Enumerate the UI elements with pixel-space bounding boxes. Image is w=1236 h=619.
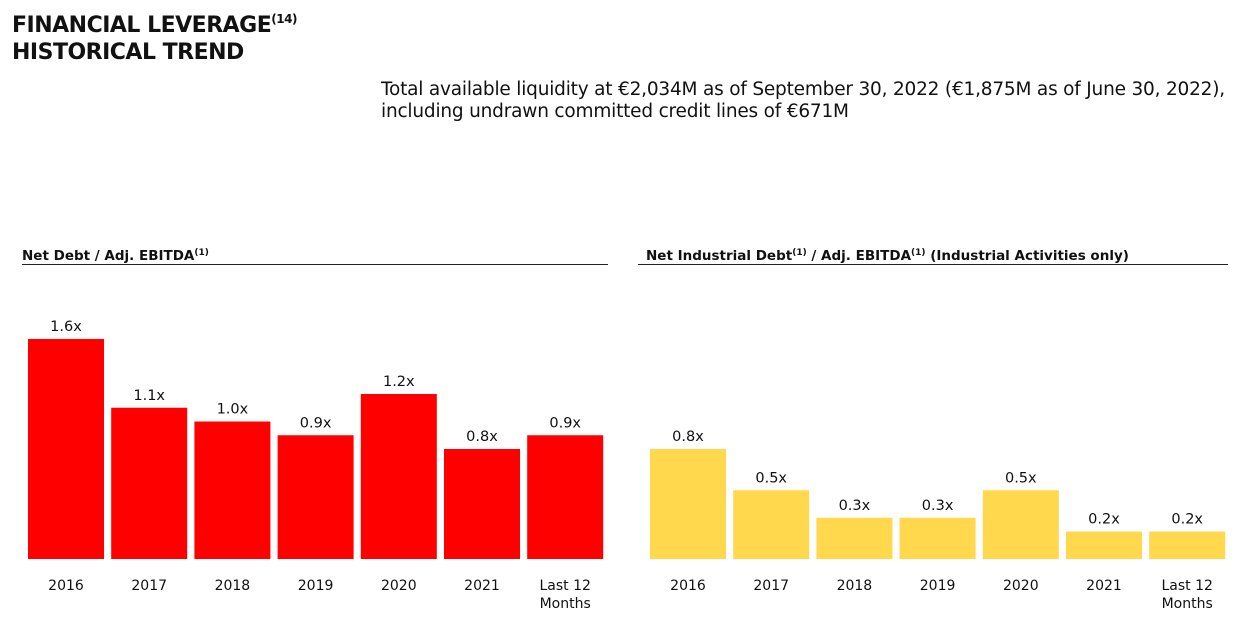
category-label: 2016 (670, 578, 706, 594)
title-line-2: HISTORICAL TREND (12, 40, 244, 65)
left-chart-title-text: Net Debt / Adj. EBITDA (22, 248, 195, 264)
category-label: 2021 (464, 578, 500, 594)
net-debt-chart: 1.6x 2016 1.1x 2017 1.0x 2018 0.9x 2019 1.2x 2020… (28, 319, 604, 612)
bar-value-label: 0.9x (300, 415, 332, 431)
bar-last-12-months (1149, 531, 1226, 559)
liquidity-note: Total available liquidity at €2,034M as … (381, 79, 1225, 122)
bar-2020 (982, 490, 1059, 559)
bar-2020 (360, 394, 437, 559)
category-label: 2017 (753, 578, 789, 594)
bar-value-label: 0.3x (922, 498, 954, 514)
title-footnote-marker: (14) (271, 12, 297, 26)
title-line-1: FINANCIAL LEVERAGE (12, 13, 272, 38)
right-chart-title-text-a: Net Industrial Debt (646, 248, 793, 264)
bar-last-12-months (527, 435, 604, 559)
category-label: 2021 (1086, 578, 1122, 594)
bar-value-label: 0.3x (839, 498, 871, 514)
category-label: 2016 (48, 578, 84, 594)
net-industrial-debt-chart: 0.8x 2016 0.5x 2017 0.3x 2018 0.3x 2019 0.5x 2020… (650, 429, 1226, 612)
category-label: 2020 (381, 578, 417, 594)
bar-value-label: 1.6x (50, 319, 82, 335)
category-label: Last 12 Months (539, 578, 590, 612)
category-label: 2018 (215, 578, 251, 594)
right-chart-title-text-b: / Adj. EBITDA (806, 248, 912, 264)
right-chart-title-footnote-2: (1) (911, 248, 926, 258)
left-chart-title: Net Debt / Adj. EBITDA(1) (22, 243, 608, 265)
category-label: 2018 (837, 578, 873, 594)
bar-2021 (444, 449, 520, 559)
bar-value-label: 0.8x (672, 429, 704, 445)
bar-2018 (816, 517, 893, 559)
bar-2021 (1066, 531, 1142, 559)
right-chart-title-text-c: (Industrial Activities only) (925, 248, 1129, 264)
bar-value-label: 1.0x (217, 402, 249, 418)
right-chart-title-footnote-1: (1) (792, 248, 807, 258)
bar-value-label: 0.2x (1088, 512, 1120, 528)
bar-value-label: 0.5x (1005, 470, 1037, 486)
bar-value-label: 0.5x (755, 470, 787, 486)
left-chart-title-footnote: (1) (194, 248, 209, 258)
bar-2016 (28, 339, 104, 559)
bar-2019 (899, 517, 976, 559)
category-label: 2017 (131, 578, 167, 594)
page-title: FINANCIAL LEVERAGE(14) HISTORICAL TREND (12, 6, 297, 66)
category-label: 2019 (920, 578, 956, 594)
bar-2017 (111, 407, 188, 559)
bar-2018 (194, 421, 271, 559)
bar-value-label: 1.1x (133, 388, 165, 404)
category-label: Last 12 Months (1161, 578, 1212, 612)
category-label: 2020 (1003, 578, 1039, 594)
bar-2016 (650, 449, 726, 559)
bar-2017 (733, 490, 810, 559)
bar-value-label: 1.2x (383, 374, 415, 390)
bar-2019 (277, 435, 354, 559)
bar-value-label: 0.2x (1171, 512, 1203, 528)
right-chart-title: Net Industrial Debt(1) / Adj. EBITDA(1) … (638, 243, 1228, 265)
bar-value-label: 0.9x (549, 415, 581, 431)
category-label: 2019 (298, 578, 334, 594)
bar-value-label: 0.8x (466, 429, 498, 445)
